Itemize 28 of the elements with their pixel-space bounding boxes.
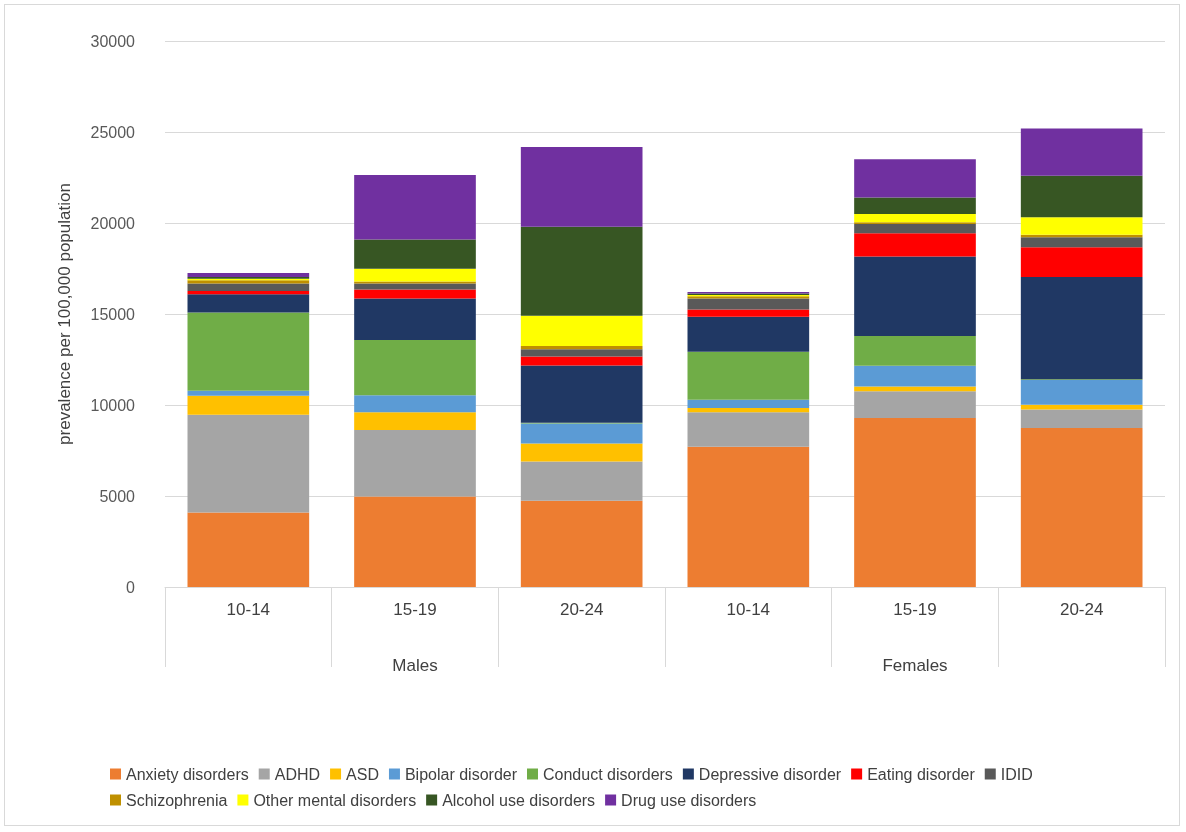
- y-tick-label: 20000: [90, 214, 136, 232]
- y-tick-label: 10000: [90, 396, 136, 414]
- legend-label: Other mental disorders: [253, 791, 417, 809]
- text: Females: [882, 656, 948, 675]
- x-tick-label: 10-14: [226, 600, 271, 619]
- legend-label: Eating disorder: [867, 765, 976, 783]
- legend-label: Bipolar disorder: [404, 765, 518, 783]
- legend-label: Drug use disorders: [621, 791, 757, 809]
- legend-label: ASD: [346, 765, 379, 783]
- y-axis-title: prevalence per 100,000 population: [55, 183, 74, 445]
- text: Males: [392, 656, 438, 675]
- x-tick-label: 20-24: [559, 600, 604, 619]
- y-tick-label: 15000: [90, 305, 136, 323]
- x-tick-label: 15-19: [393, 600, 437, 619]
- x-tick-label: 15-19: [893, 600, 937, 619]
- y-tick-label: 30000: [90, 32, 136, 50]
- legend-label: Schizophrenia: [126, 791, 228, 809]
- legend-label: Depressive disorder: [698, 765, 842, 783]
- legend-label: ADHD: [274, 765, 321, 783]
- legend-label: Alcohol use disorders: [442, 791, 596, 809]
- legend-label: Anxiety disorders: [126, 765, 249, 783]
- legend-label: IDID: [1000, 765, 1033, 783]
- legend-label: Conduct disorders: [543, 765, 673, 783]
- y-tick-label: 25000: [90, 123, 136, 141]
- x-tick-label: 20-24: [1059, 600, 1104, 619]
- y-tick-label: 5000: [99, 487, 136, 505]
- x-tick-label: 10-14: [726, 600, 771, 619]
- y-tick-label: 0: [126, 578, 136, 596]
